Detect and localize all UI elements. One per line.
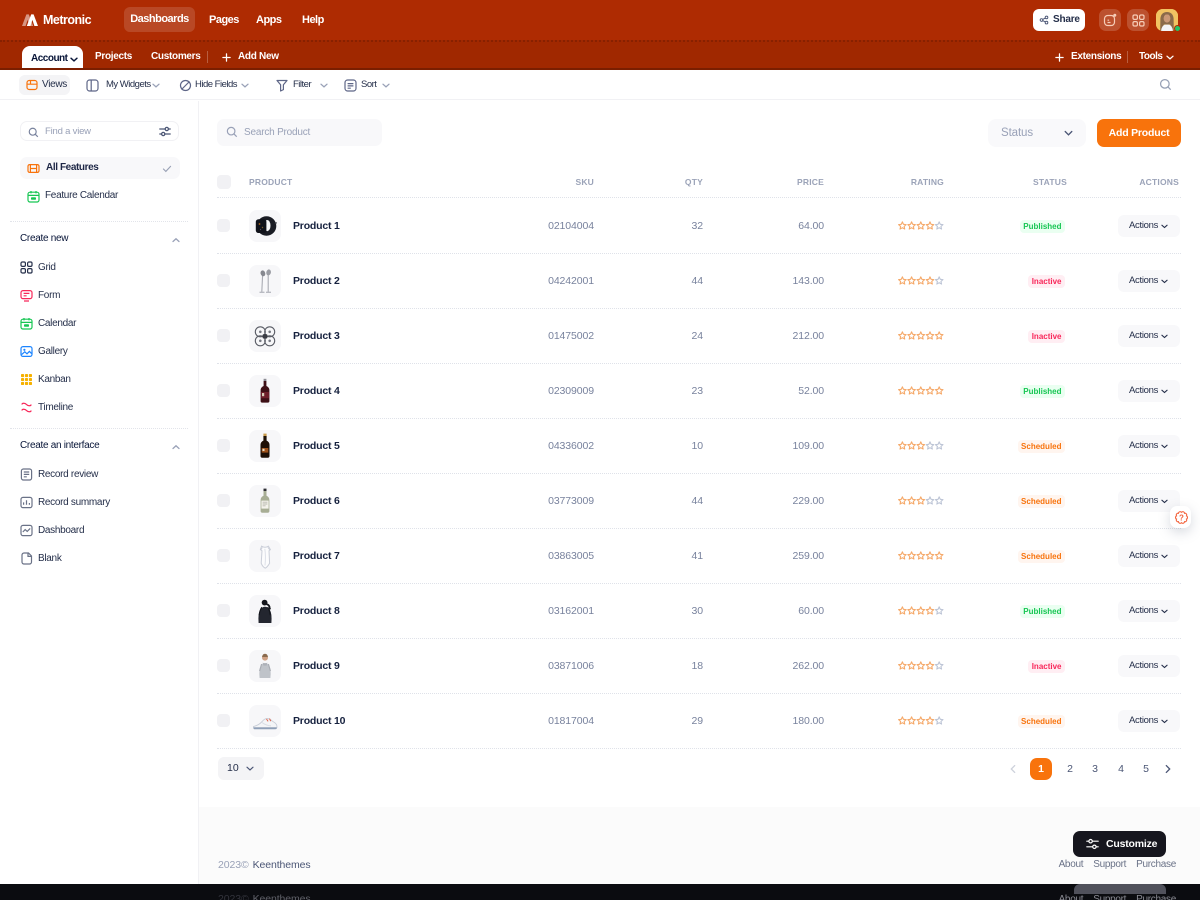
svg-text:?: ?: [1179, 513, 1184, 522]
